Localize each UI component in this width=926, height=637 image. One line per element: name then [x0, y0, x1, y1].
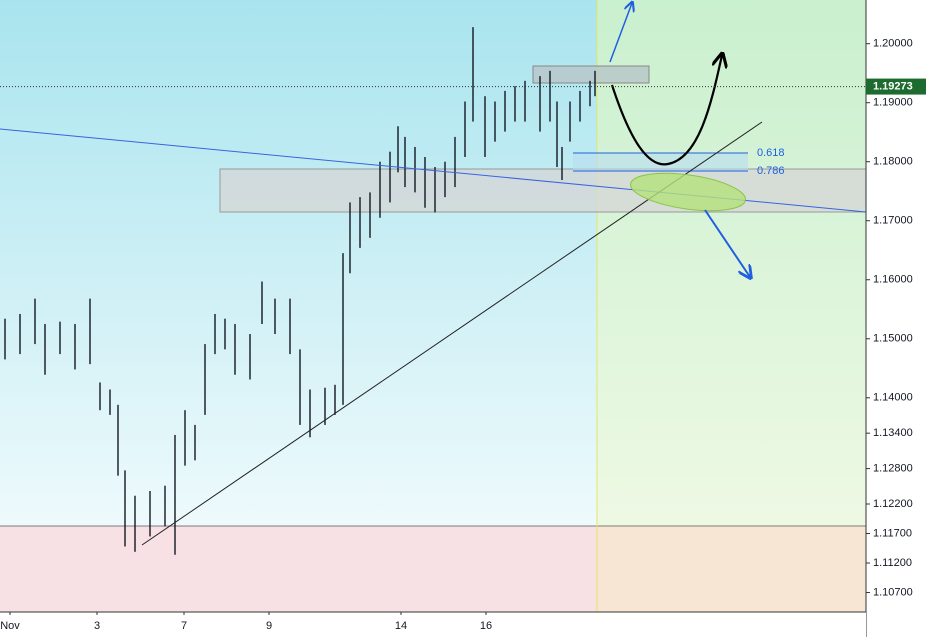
y-tick-label: 1.16000	[873, 274, 913, 286]
price-axis	[866, 0, 926, 637]
fib-zone	[573, 153, 748, 171]
y-tick-label: 1.18000	[873, 156, 913, 168]
y-tick-label: 1.10700	[873, 586, 913, 598]
y-tick-label: 1.14000	[873, 392, 913, 404]
bg-zone	[0, 526, 597, 612]
y-tick-label: 1.11200	[873, 557, 912, 569]
x-tick-label: 3	[94, 620, 100, 632]
x-tick-label: 9	[266, 620, 272, 632]
y-tick-label: 1.19000	[873, 97, 913, 109]
arrow	[609, 3, 632, 63]
bg-zone	[597, 0, 866, 526]
y-tick-label: 1.12200	[873, 498, 913, 510]
y-tick-label: 1.12800	[873, 462, 913, 474]
y-tick-label: 1.15000	[873, 333, 913, 345]
arrow	[610, 55, 722, 166]
fib-label: 0.618	[757, 147, 785, 159]
bg-zone	[597, 526, 866, 612]
y-tick-label: 1.11700	[873, 527, 912, 539]
x-tick-label: 7	[181, 620, 187, 632]
support-zone	[219, 168, 867, 213]
target-ellipse	[630, 172, 746, 212]
fib-label: 0.786	[757, 165, 785, 177]
drawings	[0, 3, 867, 546]
last-price-label: 1.19273	[873, 80, 913, 92]
y-tick-label: 1.20000	[873, 38, 913, 50]
bg-zone	[0, 0, 597, 526]
time-axis	[0, 612, 866, 637]
last-price-tag	[866, 78, 926, 95]
price-bars	[4, 27, 596, 555]
y-tick-label: 1.13400	[873, 427, 913, 439]
resistance-zone	[532, 65, 650, 84]
x-tick-label: 16	[480, 620, 492, 632]
backgrounds	[0, 0, 867, 612]
x-tick-label: Nov	[0, 620, 20, 632]
y-tick-label: 1.17000	[873, 215, 913, 227]
x-tick-label: 14	[395, 620, 407, 632]
arrow	[704, 209, 750, 277]
